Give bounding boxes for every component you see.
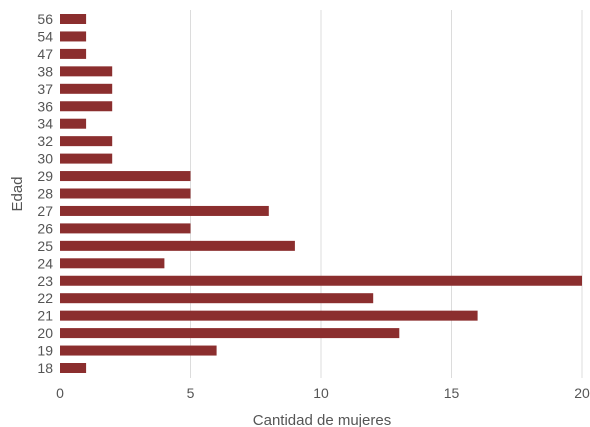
y-tick-label-47: 47 [37, 46, 53, 62]
y-tick-label-25: 25 [37, 238, 53, 254]
y-tick-label-56: 56 [37, 11, 53, 27]
y-tick-label-19: 19 [37, 343, 53, 359]
bar-edad-54 [60, 31, 87, 42]
x-axis-label: Cantidad de mujeres [253, 412, 391, 427]
y-tick-label-38: 38 [37, 63, 53, 79]
x-tick-label-20: 20 [574, 385, 590, 401]
bar-edad-47 [60, 48, 87, 59]
y-tick-label-32: 32 [37, 133, 53, 149]
x-tick-label-10: 10 [313, 385, 329, 401]
bar-edad-27 [60, 205, 269, 216]
bar-edad-21 [60, 310, 478, 321]
bar-edad-28 [60, 188, 191, 199]
bar-edad-34 [60, 118, 87, 129]
x-tick-label-15: 15 [444, 385, 460, 401]
y-tick-label-54: 54 [37, 28, 53, 44]
bars-group [60, 14, 582, 373]
x-tick-label-0: 0 [56, 385, 64, 401]
y-tick-label-24: 24 [37, 255, 53, 271]
bar-edad-22 [60, 293, 374, 304]
bar-edad-18 [60, 363, 87, 373]
bar-edad-30 [60, 153, 113, 164]
bar-edad-36 [60, 101, 113, 112]
y-tick-label-29: 29 [37, 168, 53, 184]
y-tick-label-18: 18 [37, 360, 53, 376]
bar-edad-32 [60, 136, 113, 147]
y-axis-label: Edad [9, 176, 26, 211]
y-tick-label-21: 21 [37, 308, 53, 324]
y-tick-label-20: 20 [37, 325, 53, 341]
y-tick-label-22: 22 [37, 290, 53, 306]
bar-edad-19 [60, 345, 217, 356]
y-tick-label-27: 27 [37, 203, 53, 219]
bar-edad-24 [60, 258, 165, 269]
y-tick-label-37: 37 [37, 81, 53, 97]
bar-edad-25 [60, 240, 295, 251]
y-tick-label-30: 30 [37, 151, 53, 167]
y-tick-label-26: 26 [37, 220, 53, 236]
y-tick-label-34: 34 [37, 116, 53, 132]
bar-edad-38 [60, 66, 113, 77]
x-tick-label-5: 5 [187, 385, 195, 401]
bar-edad-23 [60, 275, 582, 286]
y-tick-label-36: 36 [37, 98, 53, 114]
grid-lines [190, 10, 583, 378]
bar-edad-37 [60, 83, 113, 94]
bar-edad-20 [60, 328, 400, 339]
y-tick-label-23: 23 [37, 273, 53, 289]
bar-edad-56 [60, 14, 87, 24]
y-tick-label-28: 28 [37, 186, 53, 202]
bar-edad-26 [60, 223, 191, 234]
x-tick-labels: 0 5 10 15 20 [56, 385, 590, 401]
bar-edad-29 [60, 171, 191, 182]
